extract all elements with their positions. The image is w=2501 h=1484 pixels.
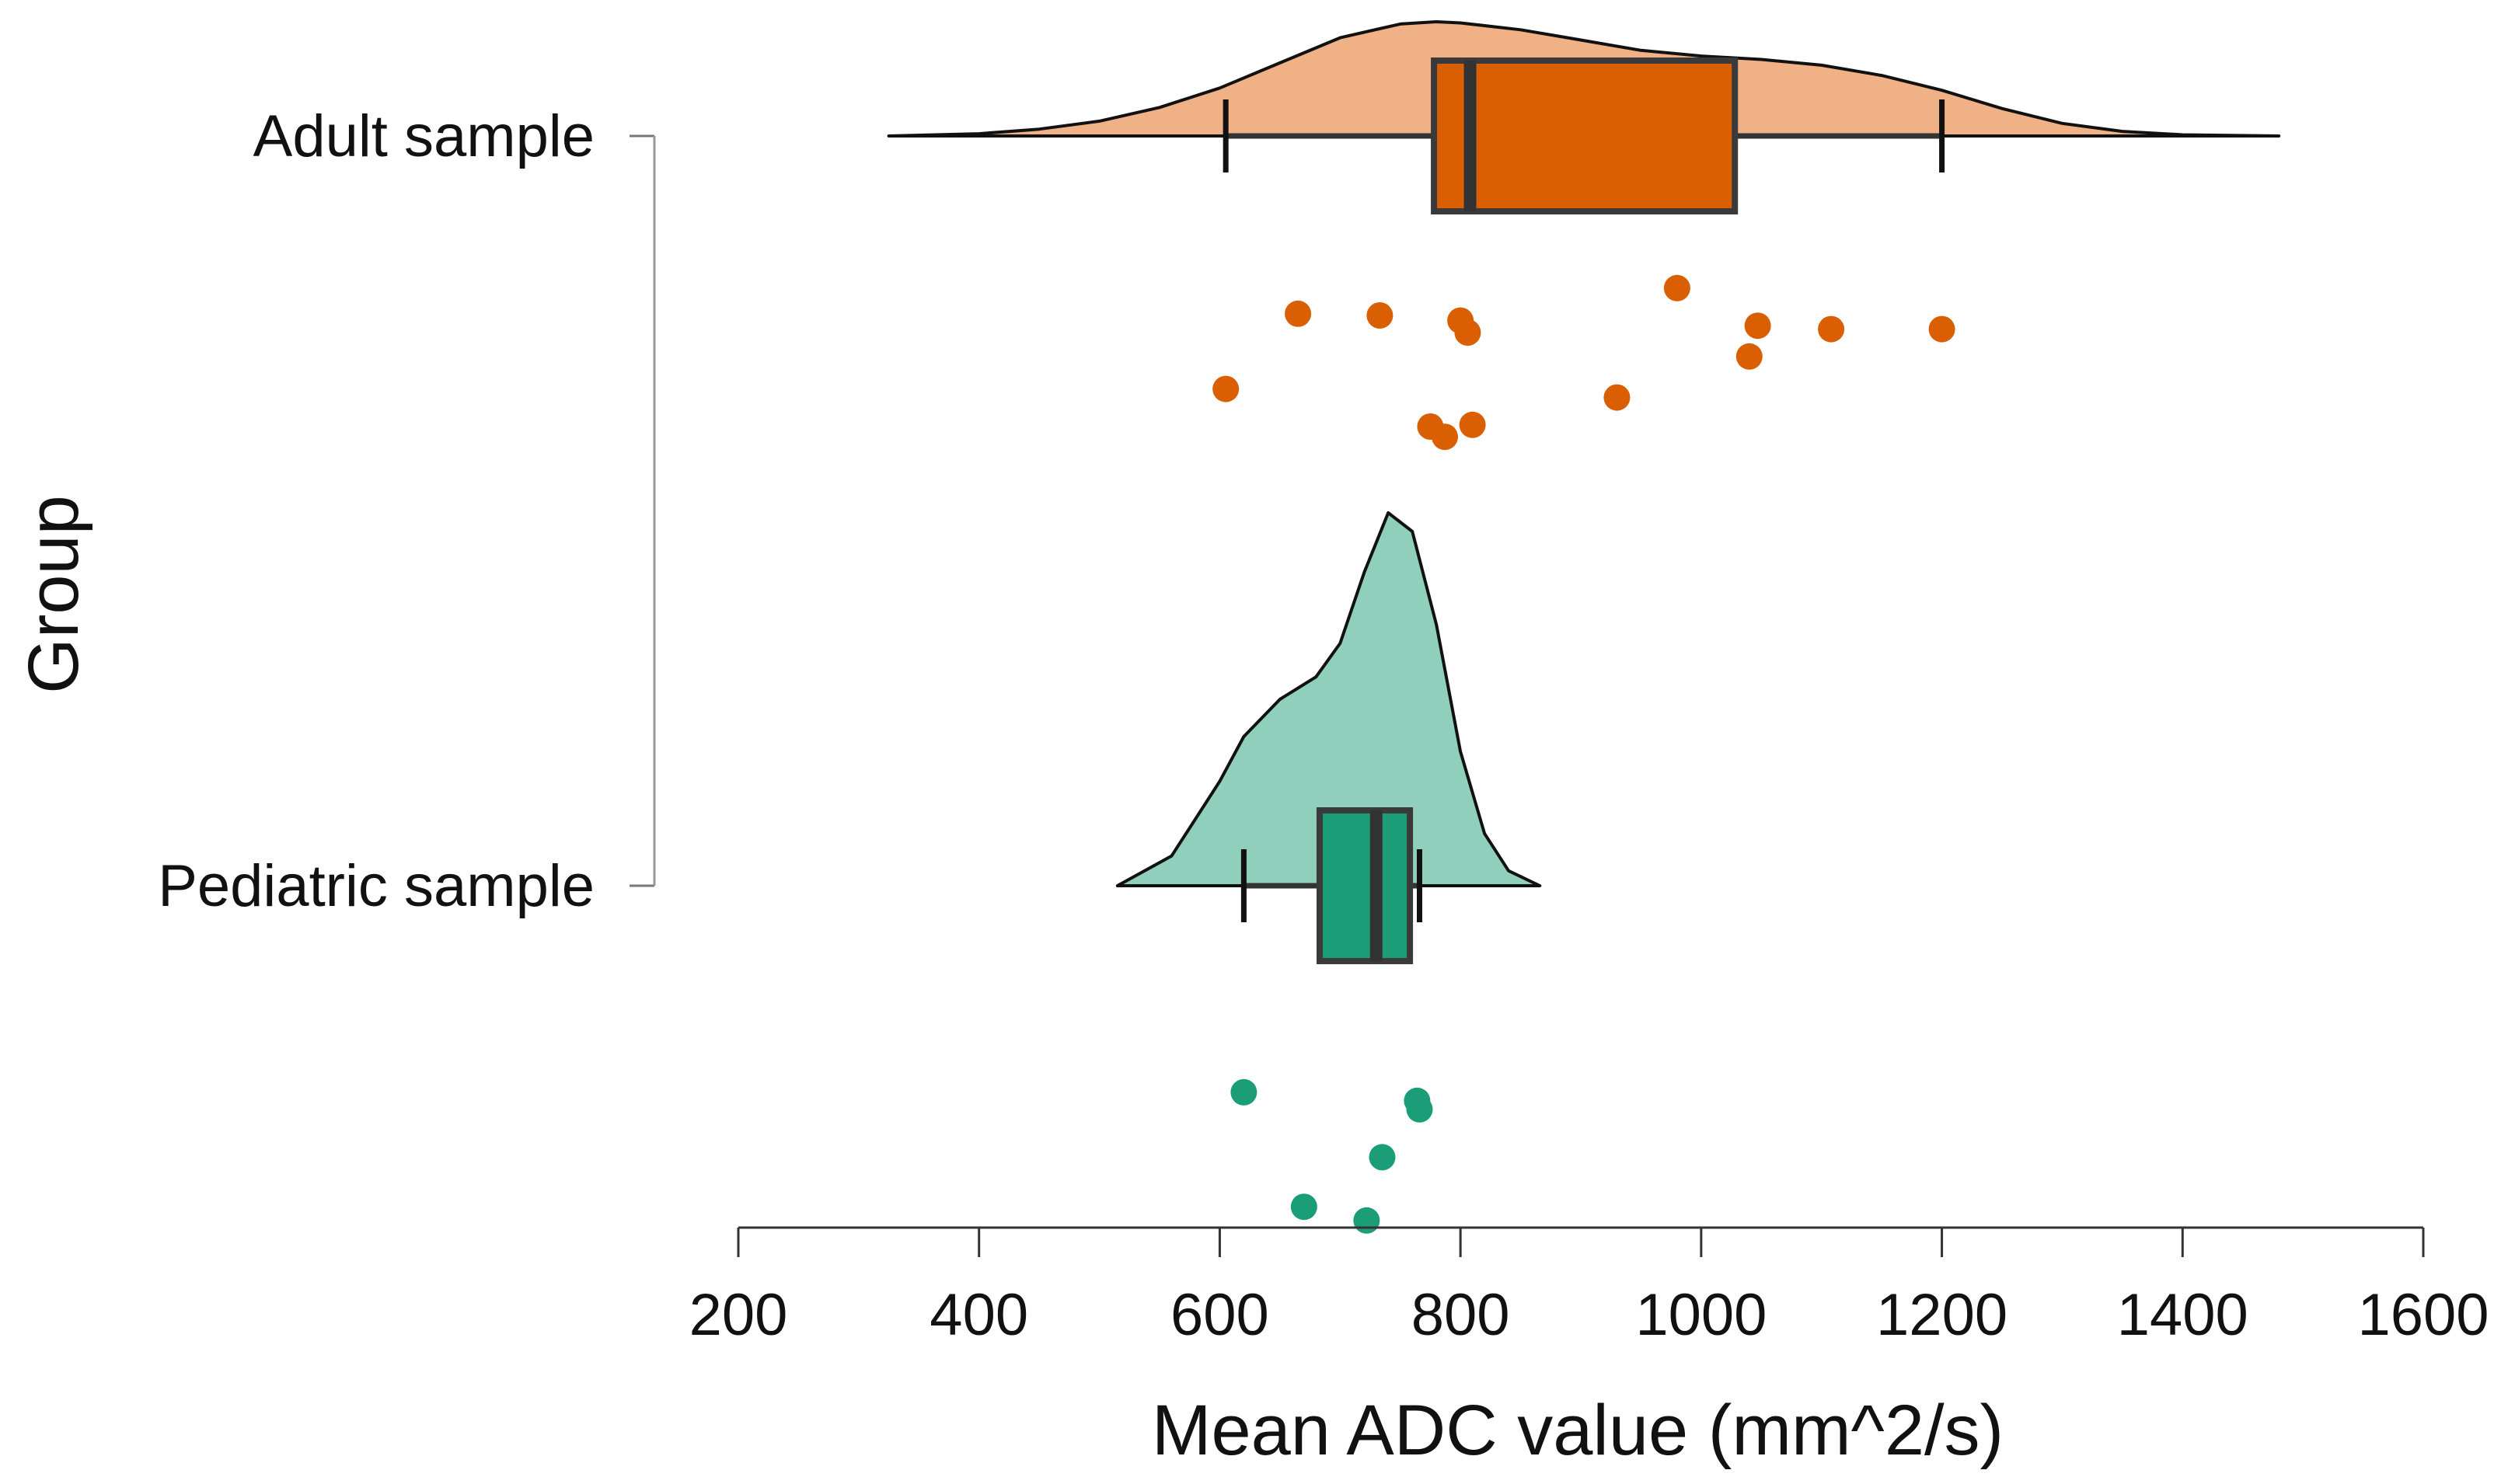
axes: Adult sample Pediatric sample 200 400 600 800… — [158, 103, 2489, 1348]
y-axis-title: Group — [14, 495, 93, 694]
pediatric-sample-point-4 — [1369, 1144, 1396, 1171]
adult-sample-point-5 — [1663, 274, 1690, 301]
x-tick-label-1200: 1200 — [1876, 1282, 2007, 1348]
pediatric-sample-box — [1316, 807, 1414, 964]
adult-sample-point-6 — [1744, 312, 1771, 340]
x-tick-label-1000: 1000 — [1635, 1282, 1767, 1348]
adult-sample-point-13 — [1432, 423, 1459, 451]
adult-sample-box — [1431, 57, 1739, 214]
pediatric-sample-point-5 — [1290, 1193, 1317, 1221]
adult-sample-point-9 — [1928, 315, 1955, 343]
x-axis-title: Mean ADC value (mm^2/s) — [1152, 1391, 2004, 1470]
adult-sample-point-11 — [1603, 384, 1631, 411]
adult-sample-point-14 — [1459, 411, 1486, 438]
pediatric-sample-point-3 — [1406, 1096, 1433, 1123]
adult-sample-point-2 — [1366, 302, 1394, 329]
x-tick-label-1400: 1400 — [2117, 1282, 2248, 1348]
x-tick-label-400: 400 — [930, 1282, 1028, 1348]
x-tick-label-800: 800 — [1411, 1282, 1510, 1348]
pediatric-sample-point-1 — [1230, 1078, 1257, 1106]
x-tick-label-200: 200 — [689, 1282, 788, 1348]
pediatric-sample-point-6 — [1353, 1207, 1380, 1234]
boxplots — [1223, 57, 1945, 964]
adult-sample-point-7 — [1735, 343, 1763, 370]
adult-sample-point-4 — [1454, 319, 1481, 346]
y-tick-label-adult-sample: Adult sample — [253, 103, 595, 169]
x-tick-label-600: 600 — [1170, 1282, 1269, 1348]
adult-sample-point-1 — [1285, 300, 1312, 327]
adult-sample-point-10 — [1212, 375, 1240, 402]
adult-sample-point-8 — [1818, 315, 1845, 343]
y-tick-label-pediatric-sample: Pediatric sample — [158, 853, 595, 919]
pediatric-sample-density-cloud — [1115, 511, 1542, 887]
x-tick-label-1600: 1600 — [2357, 1282, 2489, 1348]
